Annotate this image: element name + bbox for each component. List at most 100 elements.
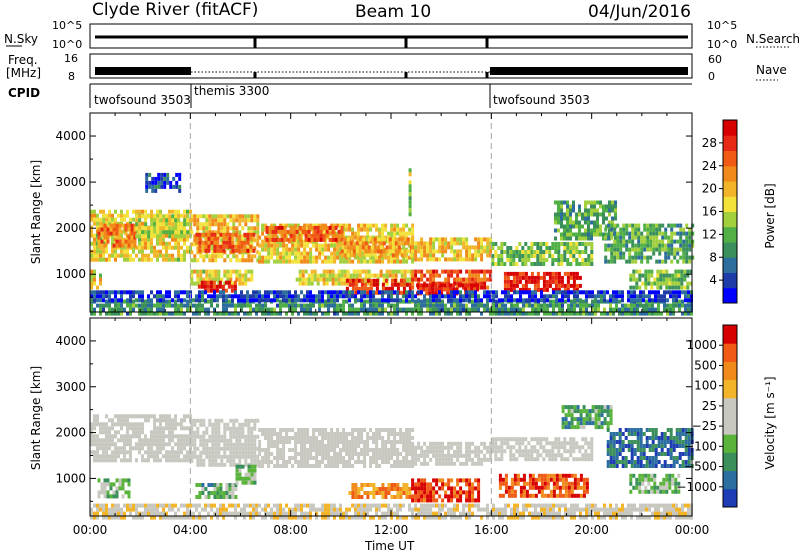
power-cell [322,237,326,242]
power-cell [247,246,251,251]
power-cell [659,281,663,286]
power-cell [566,212,569,217]
power-cell [186,214,190,219]
power-cell [199,222,203,227]
velocity-cell [126,422,129,427]
power-cell [633,311,636,316]
power-cell [524,242,528,246]
power-cell [325,269,329,274]
power-cell [165,253,168,258]
power-cell [509,271,513,276]
power-cell [447,273,451,278]
velocity-cell [387,456,391,460]
velocity-cell [351,432,355,436]
velocity-cell [408,436,412,440]
velocity-cell [279,432,283,436]
power-cell [246,240,250,245]
power-cell [265,237,269,242]
power-cell [156,257,159,262]
velocity-cell [105,430,108,435]
power-cell [667,223,671,228]
power-cell [658,259,662,264]
velocity-cell [141,430,144,435]
velocity-cell [333,440,337,444]
power-cell [614,204,617,209]
velocity-cell [111,458,114,463]
power-cell [673,255,677,260]
power-cell [634,231,638,236]
power-cell [303,298,306,303]
power-cell [313,269,317,274]
power-cell [608,220,611,225]
power-cell [646,247,650,252]
power-cell [388,273,392,278]
power-cell [599,212,602,217]
power-cell [312,311,315,316]
velocity-cell [372,448,376,452]
velocity-cell [238,426,242,431]
power-cell [676,231,680,236]
power-cell [510,311,513,316]
velocity-cell [120,434,123,439]
power-cell [406,241,410,246]
power-cell [560,279,564,284]
velocity-cell [135,458,138,463]
power-cell [229,277,233,282]
power-cell [193,234,197,239]
power-cell [174,245,177,250]
power-cell [153,218,157,223]
power-cell [319,229,323,234]
power-cell [587,212,590,217]
power-cell [174,299,177,304]
power-cell [591,311,594,316]
power-cell [560,242,564,246]
power-cell [593,232,596,237]
power-cell [156,234,160,239]
power-cell [387,239,391,244]
power-cell [270,307,273,312]
power-cell [408,294,411,299]
power-cell [369,239,373,244]
power-cell [298,233,302,238]
power-cell [613,251,617,256]
power-cell [432,249,436,254]
velocity-cell [156,426,159,431]
power-cell [644,281,648,286]
power-cell [219,294,222,299]
power-cell [226,226,230,231]
power-cell [619,255,623,260]
power-cell [346,249,350,254]
power-cell [615,290,618,295]
power-cell [250,214,254,219]
power-cell [462,241,466,246]
velocity-cell [378,464,382,468]
velocity-cell [318,428,322,432]
velocity-cell [205,446,209,451]
velocity-cell [229,418,233,423]
power-cell [650,285,654,290]
velocity-cell [241,446,245,451]
velocity-cell [253,422,257,427]
velocity-cell [261,432,265,436]
velocity-cell [114,430,117,435]
velocity-cell [256,458,260,463]
power-cell [689,281,693,286]
velocity-cell [132,430,135,435]
power-cell [328,237,332,242]
velocity-cell [193,446,197,451]
velocity-cell [339,448,343,452]
power-cell [644,273,648,278]
power-cell [130,235,134,240]
power-cell [307,281,311,286]
power-cell [387,290,390,295]
power-cell [636,303,639,308]
power-cell [351,303,354,308]
power-cell [360,239,364,244]
power-cell [372,290,375,295]
power-cell [474,273,478,278]
power-cell [434,291,438,296]
velocity-cell [141,442,144,447]
power-cell [572,287,576,292]
velocity-cell [282,452,286,456]
power-cell [411,294,414,299]
